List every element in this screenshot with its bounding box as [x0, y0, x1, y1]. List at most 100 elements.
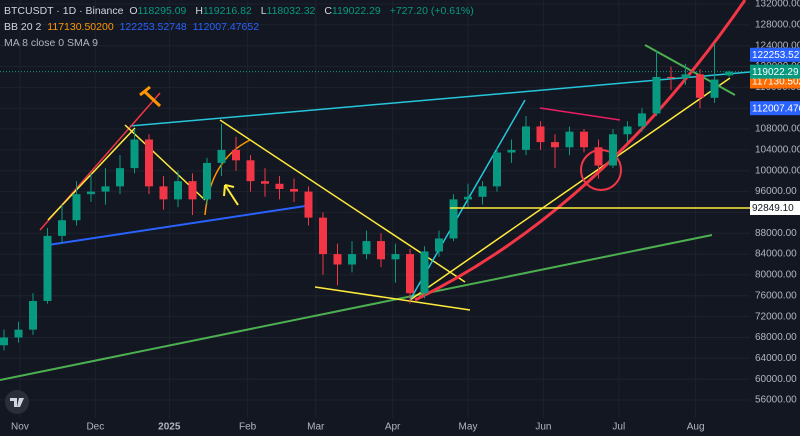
hammer-icon [139, 85, 162, 108]
x-tick-label: Aug [687, 422, 705, 433]
arrow [223, 184, 239, 206]
candle-body [174, 181, 182, 200]
candle-body [435, 238, 443, 252]
value: 118295.09 [137, 5, 187, 17]
price-tag [750, 101, 800, 116]
tv-logo [5, 390, 29, 414]
candle-body [522, 126, 530, 150]
candle-body [116, 168, 124, 187]
x-tick-label: Feb [239, 422, 257, 433]
x-tick-label: May [459, 422, 478, 433]
trend-line [129, 71, 751, 127]
candle-body [290, 188, 298, 192]
candle-body [406, 254, 414, 294]
y-tick-label: 132000.00 [755, 0, 800, 10]
candle-body [188, 181, 197, 200]
y-tick-label: 96000.00 [755, 186, 797, 197]
y-tick-label: 88000.00 [755, 228, 797, 239]
candle-body [507, 149, 516, 153]
x-tick-label: Mar [307, 422, 325, 433]
y-tick-label: 84000.00 [755, 249, 797, 260]
candle-body [101, 186, 110, 192]
ohlc: L118032.32 [261, 5, 319, 17]
label: L [260, 5, 267, 17]
y-tick-label: 68000.00 [755, 332, 797, 343]
trend-line [314, 286, 471, 311]
price-tag [750, 47, 800, 62]
y-tick-label: 64000.00 [755, 353, 797, 364]
price-tag [750, 200, 800, 215]
candle-body [232, 149, 240, 161]
trend-line [409, 77, 731, 301]
y-tick-label: 56000.00 [755, 395, 797, 406]
y-tick-label: 76000.00 [755, 290, 797, 301]
candle-body [304, 191, 313, 218]
candle-body [681, 74, 690, 78]
drawings [0, 0, 751, 381]
candle-body [246, 160, 255, 182]
candle-body [333, 254, 342, 265]
price-tag-label: 92849.10 [752, 203, 794, 214]
candle-body [14, 329, 23, 338]
price-tag-label: 117130.50200 [752, 77, 800, 88]
header: BTCUSDT · 1D · Binance O118295.09 H11921… [4, 3, 477, 51]
candle-body [493, 152, 501, 187]
candle-body [159, 186, 168, 200]
candle-body [565, 131, 574, 148]
arc [204, 139, 251, 216]
candle-body [594, 147, 603, 166]
candle-body [261, 181, 269, 184]
candle-body [536, 126, 545, 143]
indicator-value: 122253.52748 [119, 21, 187, 33]
candle-body [217, 149, 226, 163]
x-tick-label: Jul [612, 422, 625, 433]
candle-body [420, 251, 429, 294]
y-tick-label: 60000.00 [755, 374, 797, 385]
candle-body [551, 142, 559, 148]
symbol: BTCUSDT · 1D · Binance [4, 5, 124, 17]
curve [414, 0, 747, 302]
candle-body [130, 139, 139, 169]
x-tick-label: Nov [11, 422, 29, 433]
price-tag [750, 64, 800, 79]
label: C [324, 5, 332, 17]
trend-line [644, 44, 736, 96]
price-tag-label: 122253.52748 [752, 50, 800, 61]
candle-body [58, 220, 66, 236]
x-tick-label: Jun [535, 422, 551, 433]
candle-body [623, 126, 632, 135]
candle-body [43, 235, 52, 301]
header-row: BTCUSDT · 1D · Binance O118295.09 H11921… [4, 3, 477, 19]
candle-body [203, 162, 211, 200]
candle-body [638, 113, 646, 127]
candle-body [391, 254, 400, 260]
candle-body [362, 241, 371, 255]
change: +727.20 (+0.61%) [389, 5, 474, 17]
grid [0, 0, 750, 418]
trend-line [0, 234, 713, 381]
value: 119216.82 [202, 5, 252, 17]
candle-body [348, 254, 356, 265]
candle-body [0, 337, 8, 346]
candle-body [72, 194, 81, 221]
indicator-name: BB 20 2 [4, 21, 42, 33]
label: O [129, 5, 138, 17]
indicator-row: BB 20 2 117130.50200 122253.52748 112007… [4, 19, 477, 35]
price-tag-label: 112007.47652 [752, 103, 800, 114]
ohlc: O118295.09 [129, 5, 189, 17]
candle-body [275, 183, 284, 189]
indicator-name: MA 8 close 0 SMA 9 [4, 37, 98, 49]
y-tick-label: 100000.00 [755, 165, 800, 176]
candle-body [319, 217, 327, 255]
trend-line [539, 107, 621, 121]
label: H [195, 5, 203, 17]
candle-body [580, 131, 588, 148]
candle-body [29, 300, 37, 330]
indicator-value: 112007.47652 [192, 21, 260, 33]
indicator-value: 117130.50200 [47, 21, 114, 33]
candles [0, 43, 733, 351]
y-tick-label: 108000.00 [755, 124, 800, 135]
trend-line [47, 204, 313, 246]
